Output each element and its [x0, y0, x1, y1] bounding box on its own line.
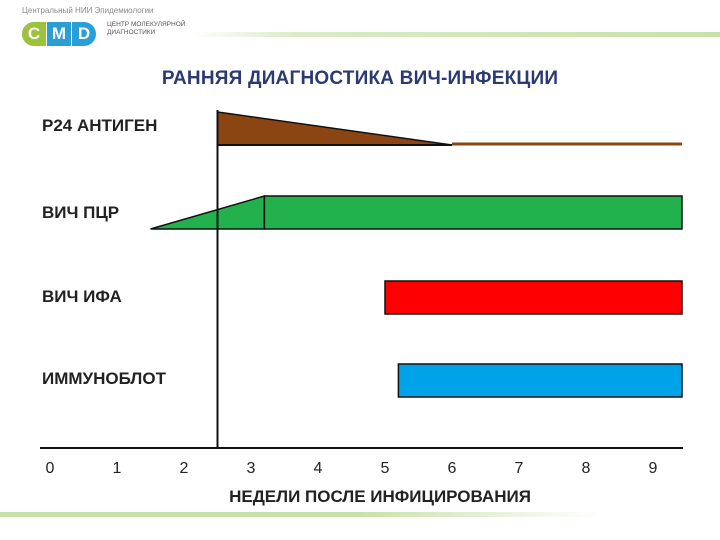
- chart-title: РАННЯЯ ДИАГНОСТИКА ВИЧ-ИНФЕКЦИИ: [161, 68, 559, 89]
- pcr-wedge: [150, 195, 266, 230]
- logo-letter-d: D: [72, 22, 96, 46]
- row-label-p24: P24 АНТИГЕН: [42, 116, 157, 135]
- p24-wedge: [216, 111, 453, 146]
- logo-letter-c: C: [22, 22, 46, 46]
- x-tick-label-9: 9: [649, 460, 658, 477]
- row-label-immunoblot: ИММУНОБЛОТ: [42, 369, 167, 388]
- x-tick-label-4: 4: [314, 460, 323, 477]
- pcr-bar: [263, 195, 683, 230]
- logo-caption: Центральный НИИ Эпидемиологии: [22, 6, 154, 15]
- footer-divider-line: [0, 512, 600, 517]
- x-tick-label-3: 3: [247, 460, 256, 477]
- logo-letters: C M D: [22, 22, 97, 46]
- x-tick-label-8: 8: [582, 460, 591, 477]
- logo-subtitle: ЦЕНТР МОЛЕКУЛЯРНОЙ ДИАГНОСТИКИ: [107, 21, 186, 36]
- immunoblot-bar: [397, 363, 683, 398]
- x-tick-label-0: 0: [46, 460, 55, 477]
- x-tick-label-2: 2: [180, 460, 189, 477]
- logo-letter-m: M: [47, 22, 71, 46]
- x-tick-label-5: 5: [381, 460, 390, 477]
- x-tick-label-6: 6: [448, 460, 457, 477]
- x-tick-label-7: 7: [515, 460, 524, 477]
- header-divider-line: [190, 32, 720, 37]
- x-axis-label: НЕДЕЛИ ПОСЛЕ ИНФИЦИРОВАНИЯ: [229, 487, 531, 506]
- ifa-bar: [384, 280, 683, 315]
- row-label-pcr: ВИЧ ПЦР: [42, 203, 119, 222]
- row-label-ifa: ВИЧ ИФА: [42, 287, 122, 306]
- x-tick-label-1: 1: [113, 460, 122, 477]
- cmd-logo: Центральный НИИ Эпидемиологии C M D ЦЕНТ…: [22, 6, 192, 52]
